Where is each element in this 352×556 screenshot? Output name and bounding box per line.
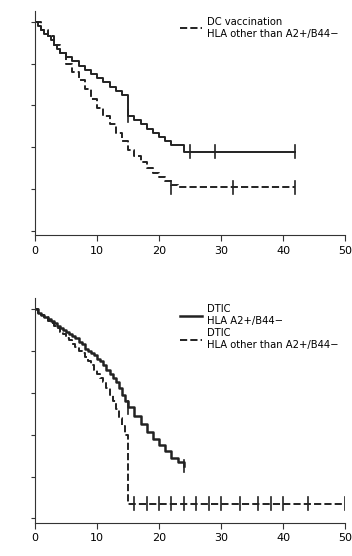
Legend: DC vaccination
HLA other than A2+/B44−: DC vaccination HLA other than A2+/B44− — [180, 16, 340, 39]
Legend: DTIC
HLA A2+/B44−, DTIC
HLA other than A2+/B44−: DTIC HLA A2+/B44−, DTIC HLA other than A… — [180, 303, 340, 351]
